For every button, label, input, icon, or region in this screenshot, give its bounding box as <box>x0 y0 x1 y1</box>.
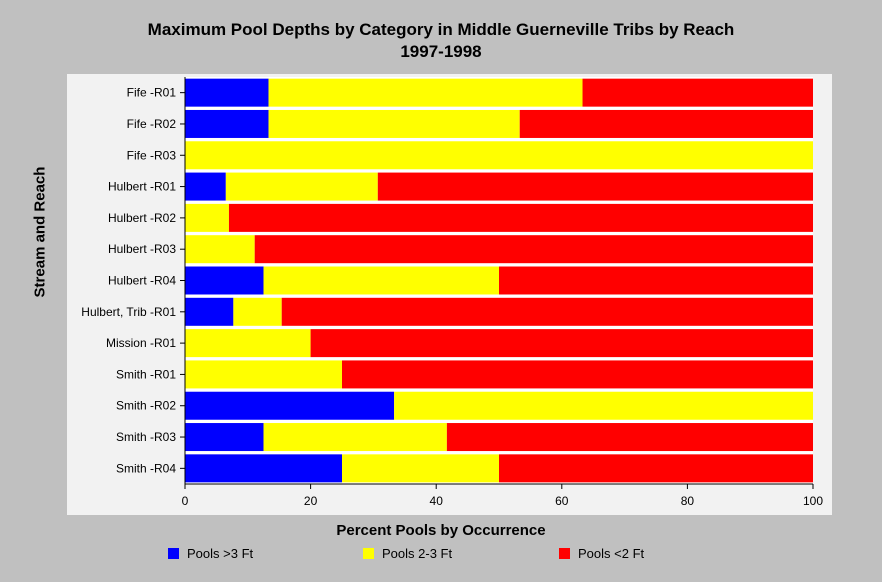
bar-segment <box>185 423 264 452</box>
x-tick-label: 40 <box>430 494 444 508</box>
bar-segment <box>310 329 813 358</box>
y-tick-label: Smith -R02 <box>116 399 176 413</box>
y-tick-label: Fife -R02 <box>127 117 177 131</box>
legend-swatch-blue <box>168 547 179 559</box>
bar-segment <box>394 391 813 420</box>
bar-segment <box>185 266 264 295</box>
y-tick-label: Hulbert -R04 <box>108 274 176 288</box>
bar-segment <box>185 454 342 483</box>
y-tick-label: Fife -R01 <box>127 86 177 100</box>
legend-item-pools-over-3ft: Pools >3 Ft <box>168 545 253 561</box>
x-axis-label: Percent Pools by Occurrence <box>336 522 546 539</box>
bar-segment <box>185 203 229 232</box>
y-tick-label: Mission -R01 <box>106 336 176 350</box>
bar-segment <box>185 78 269 107</box>
bar-segment <box>185 172 226 201</box>
x-tick-label: 60 <box>555 494 569 508</box>
legend-item-pools-under-2ft: Pools <2 Ft <box>559 545 644 561</box>
bar-segment <box>499 266 813 295</box>
x-tick-label: 80 <box>681 494 695 508</box>
y-tick-label: Smith -R01 <box>116 367 176 381</box>
legend-label: Pools <2 Ft <box>578 545 645 561</box>
y-tick-label: Hulbert -R02 <box>108 211 176 225</box>
bar-segment <box>254 235 813 264</box>
bar-segment <box>185 391 395 420</box>
bar-segment <box>185 235 255 264</box>
y-axis-label: Stream and Reach <box>31 166 49 298</box>
bar-segment <box>499 454 813 483</box>
y-tick-label: Hulbert -R03 <box>108 242 176 256</box>
bar-segment <box>185 360 342 389</box>
bar-segment <box>185 109 269 138</box>
bar-segment <box>446 423 813 452</box>
y-tick-label: Smith -R04 <box>116 461 176 475</box>
bar-segment <box>225 172 378 201</box>
y-tick-label: Hulbert -R01 <box>108 180 176 194</box>
bar-segment <box>268 109 520 138</box>
bar-segment <box>233 297 282 326</box>
x-tick-label: 0 <box>182 494 189 508</box>
legend-label: Pools >3 Ft <box>187 545 254 561</box>
legend-item-pools-2-3ft: Pools 2-3 Ft <box>363 545 452 561</box>
legend-swatch-red <box>559 547 570 559</box>
legend-label: Pools 2-3 Ft <box>382 545 453 561</box>
bar-segment <box>268 78 583 107</box>
bar-segment <box>263 423 447 452</box>
bar-segment <box>342 360 813 389</box>
legend-swatch-yellow <box>363 547 374 559</box>
chart-subtitle: 1997-1998 <box>400 42 482 61</box>
bar-segment <box>263 266 499 295</box>
bar-segment <box>281 297 813 326</box>
bar-segment <box>185 141 813 170</box>
bar-segment <box>342 454 499 483</box>
y-tick-label: Smith -R03 <box>116 430 176 444</box>
bar-segment <box>228 203 813 232</box>
bar-segment <box>185 329 311 358</box>
x-tick-label: 20 <box>304 494 318 508</box>
bar-segment <box>185 297 234 326</box>
bar-segment <box>582 78 813 107</box>
x-tick-label: 100 <box>803 494 823 508</box>
y-tick-label: Hulbert, Trib -R01 <box>81 305 176 319</box>
y-tick-label: Fife -R03 <box>127 148 177 162</box>
chart-title: Maximum Pool Depths by Category in Middl… <box>147 20 735 39</box>
bar-segment <box>377 172 813 201</box>
bar-segment <box>519 109 813 138</box>
